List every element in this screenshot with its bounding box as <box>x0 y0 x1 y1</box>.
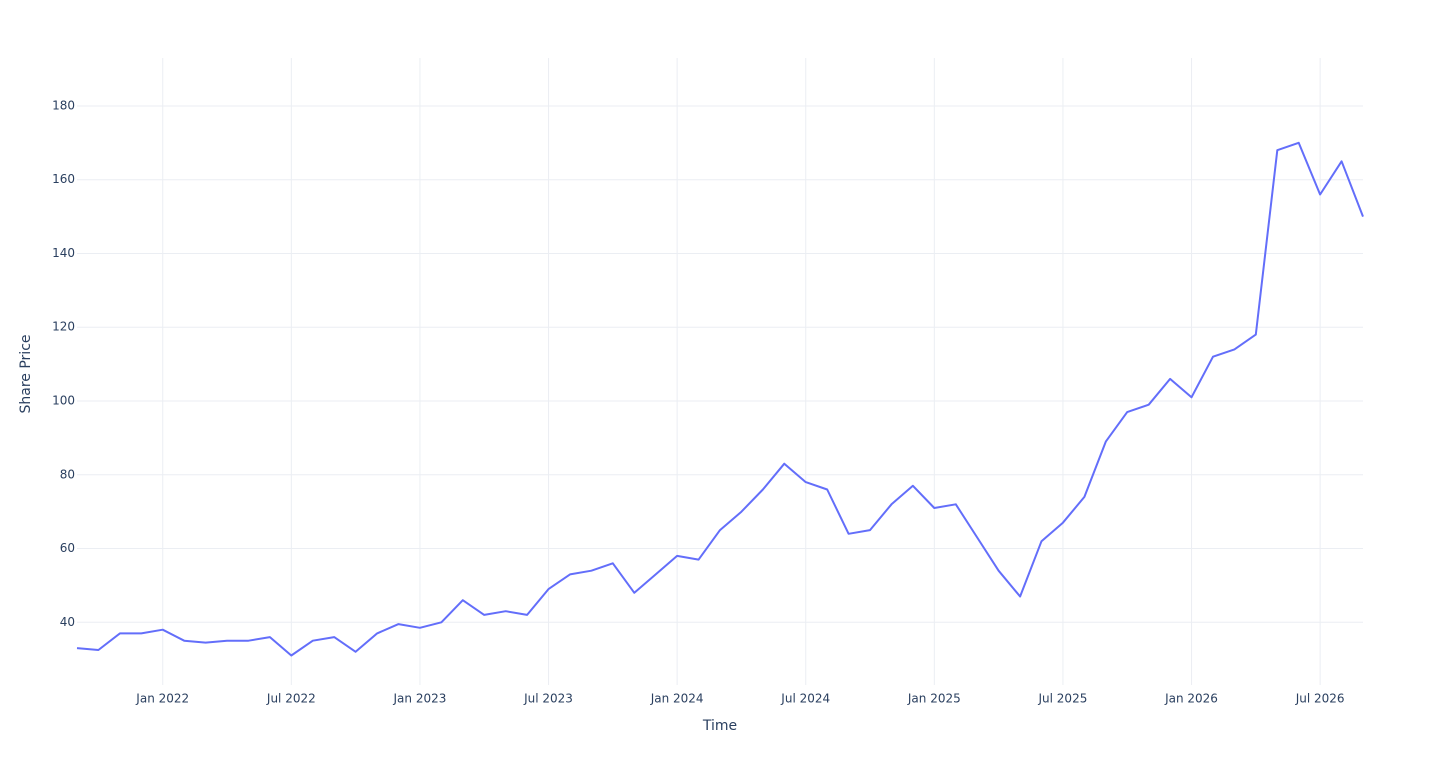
x-tick-label: Jul 2024 <box>780 692 830 706</box>
grid <box>77 58 1363 685</box>
x-tick-label: Jul 2022 <box>266 692 316 706</box>
y-tick-label: 40 <box>60 615 75 629</box>
x-axis-title: Time <box>702 718 737 734</box>
x-tick-label: Jul 2026 <box>1295 692 1345 706</box>
y-tick-label: 100 <box>52 394 75 408</box>
x-tick-label: Jan 2022 <box>135 692 189 706</box>
y-tick-label: 180 <box>52 98 75 112</box>
y-tick-label: 120 <box>52 320 75 334</box>
y-tick-label: 80 <box>60 467 75 481</box>
y-tick-label: 160 <box>52 172 75 186</box>
x-tick-label: Jan 2025 <box>907 692 961 706</box>
x-tick-label: Jan 2026 <box>1164 692 1218 706</box>
x-tick-label: Jan 2023 <box>393 692 447 706</box>
x-tick-label: Jul 2023 <box>523 692 573 706</box>
y-tick-label: 140 <box>52 246 75 260</box>
x-tick-label: Jan 2024 <box>650 692 704 706</box>
y-tick-label: 60 <box>60 541 75 555</box>
line <box>76 141 1364 657</box>
y-axis-title: Share Price <box>18 334 34 413</box>
x-tick-label: Jul 2025 <box>1038 692 1088 706</box>
